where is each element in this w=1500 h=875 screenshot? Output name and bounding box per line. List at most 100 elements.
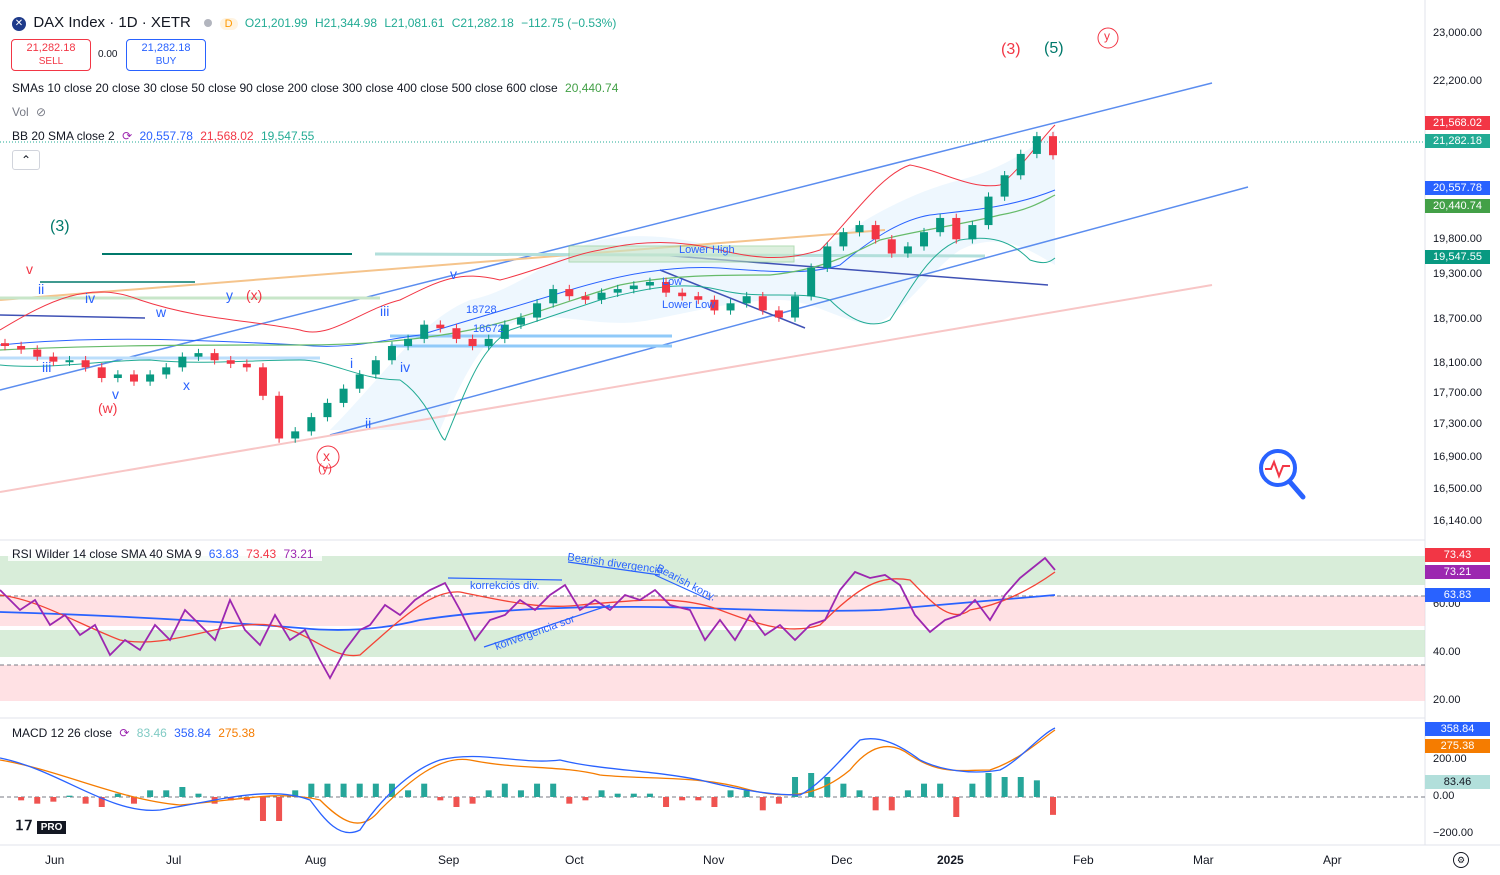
rsi-sma-9 bbox=[0, 571, 1056, 657]
bb-upper-value: 21,568.02 bbox=[200, 129, 254, 143]
candle-body bbox=[645, 281, 654, 286]
candle-body bbox=[952, 217, 961, 240]
macd-hist-bar bbox=[1033, 780, 1040, 797]
macd-hist-bar bbox=[372, 783, 379, 797]
candle-body bbox=[65, 360, 74, 363]
wave-label: (x) bbox=[246, 287, 263, 303]
macd-v1: 83.46 bbox=[136, 726, 167, 740]
rsi-annotation: korrekciós div. bbox=[470, 580, 540, 592]
candle-body bbox=[694, 296, 703, 300]
macd-hist-bar bbox=[985, 773, 992, 797]
sma-legend[interactable]: SMAs 10 close 20 close 30 close 50 close… bbox=[12, 81, 622, 95]
chart-annotation: Lower High bbox=[679, 244, 735, 256]
candle-body bbox=[613, 289, 622, 293]
macd-hist-bar bbox=[953, 797, 960, 817]
price-tick: 16,500.00 bbox=[1433, 483, 1482, 495]
macd-hist-bar bbox=[1050, 797, 1056, 815]
macd-hist-bar bbox=[711, 797, 718, 807]
macd-legend[interactable]: MACD 12 26 close ⟳ 83.46 358.84 275.38 bbox=[12, 726, 259, 740]
date-tick: Feb bbox=[1073, 853, 1094, 867]
symbol-title[interactable]: DAX Index · 1D · XETR bbox=[33, 14, 191, 31]
candle-body bbox=[436, 324, 445, 329]
macd-tick: 200.00 bbox=[1433, 753, 1467, 765]
candle-body bbox=[1032, 136, 1041, 154]
candle-body bbox=[920, 232, 929, 247]
candlestick-series bbox=[1, 131, 1057, 443]
candle-body bbox=[194, 353, 203, 357]
candle-body bbox=[549, 289, 558, 304]
vol-legend[interactable]: Vol ⊘ bbox=[12, 105, 50, 119]
macd-hist-bar bbox=[308, 783, 315, 797]
macd-hist-bar bbox=[630, 793, 637, 797]
wave-label: v bbox=[450, 266, 457, 282]
candle-body bbox=[791, 296, 800, 318]
macd-signal-line bbox=[0, 729, 1056, 824]
wave-label: y bbox=[1104, 29, 1110, 43]
macd-hist-bar bbox=[421, 783, 428, 797]
candle-body bbox=[758, 296, 767, 311]
candle-body bbox=[33, 349, 42, 357]
macd-hist-bar bbox=[324, 783, 331, 797]
sell-label: SELL bbox=[38, 56, 64, 67]
wave-circle bbox=[316, 445, 340, 469]
macd-hist-bar bbox=[163, 790, 170, 797]
candle-body bbox=[597, 292, 606, 300]
div-line bbox=[483, 604, 611, 648]
macd-hist-bar bbox=[598, 790, 605, 797]
macd-v2: 358.84 bbox=[174, 726, 211, 740]
macd-settings-icon[interactable]: ⟳ bbox=[119, 726, 130, 740]
wave-label: (y) bbox=[318, 461, 332, 475]
candle-body bbox=[178, 356, 187, 368]
price-tick: 18,700.00 bbox=[1433, 313, 1482, 325]
rsi-tag-b: 73.21 bbox=[1425, 565, 1490, 579]
macd-hist-bar bbox=[195, 793, 202, 797]
candle-body bbox=[1, 343, 9, 347]
bollinger-fill bbox=[330, 130, 1055, 430]
macd-hist-bar bbox=[292, 790, 299, 797]
price-tick: 19,800.00 bbox=[1433, 233, 1482, 245]
buy-price: 21,282.18 bbox=[141, 42, 191, 54]
candle-body bbox=[371, 360, 380, 375]
bb-legend[interactable]: BB 20 SMA close 2 ⟳ 20,557.78 21,568.02 … bbox=[12, 129, 318, 143]
macd-hist-bar bbox=[34, 797, 41, 804]
candle-body bbox=[210, 353, 219, 361]
candle-body bbox=[823, 246, 832, 268]
candle-body bbox=[581, 296, 590, 300]
candle-body bbox=[355, 374, 364, 389]
rsi-tick: 40.00 bbox=[1433, 646, 1461, 658]
settings-gear-icon[interactable]: ⚙ bbox=[1453, 852, 1469, 868]
vol-label: Vol bbox=[12, 105, 29, 119]
bb-basis-value: 20,557.78 bbox=[139, 129, 193, 143]
macd-hist-bar bbox=[356, 783, 363, 797]
buy-label: BUY bbox=[155, 56, 177, 67]
date-tick: Apr bbox=[1323, 853, 1342, 867]
collapse-legend-button[interactable]: ⌃ bbox=[12, 150, 40, 170]
wave-label: iv bbox=[85, 290, 96, 306]
bb-lower-value: 19,547.55 bbox=[260, 129, 315, 143]
wave-label: (w) bbox=[98, 400, 118, 416]
price-annotation: 18728 bbox=[466, 304, 497, 316]
ohlc-open: O21,201.99 bbox=[244, 16, 308, 30]
rsi-zone bbox=[0, 596, 1425, 626]
candle-body bbox=[774, 310, 783, 318]
macd-hist-bar bbox=[550, 783, 557, 797]
buy-button[interactable]: 21,282.18 BUY bbox=[126, 39, 206, 71]
date-tick: 2025 bbox=[937, 853, 964, 867]
macd-hist-bar bbox=[1017, 777, 1024, 797]
macd-hist-bar bbox=[243, 797, 250, 801]
ohlc-close: C21,282.18 bbox=[451, 16, 514, 30]
candle-body bbox=[258, 367, 267, 396]
price-annotation: 18672 bbox=[473, 323, 504, 335]
macd-hist-bar bbox=[276, 797, 283, 821]
sell-button[interactable]: 21,282.18 SELL bbox=[11, 39, 91, 71]
wave-label: ii bbox=[38, 281, 45, 297]
settings-icon[interactable]: ⟳ bbox=[122, 129, 133, 143]
eye-hidden-icon[interactable]: ⊘ bbox=[36, 105, 47, 119]
candle-body bbox=[710, 299, 719, 311]
macd-hist-bar bbox=[904, 790, 911, 797]
search-zoom-icon[interactable] bbox=[1259, 449, 1306, 500]
rsi-legend[interactable]: RSI Wilder 14 close SMA 40 SMA 9 63.83 7… bbox=[8, 547, 322, 561]
ohlc-high: H21,344.98 bbox=[314, 16, 377, 30]
bb-basis-tag: 20,557.78 bbox=[1425, 181, 1490, 195]
